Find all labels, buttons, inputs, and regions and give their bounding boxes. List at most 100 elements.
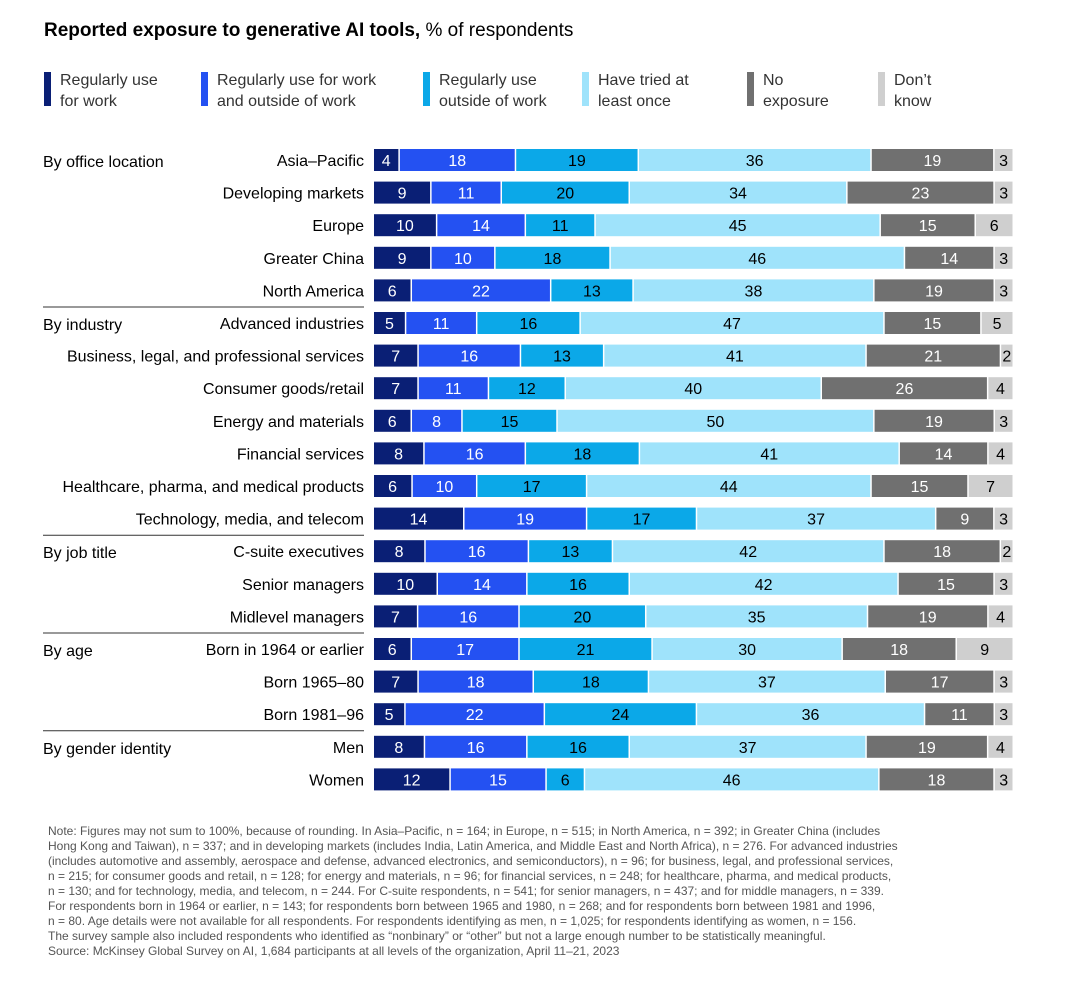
data-label: 19 bbox=[919, 609, 937, 626]
data-label: 8 bbox=[395, 544, 404, 561]
data-label: 15 bbox=[489, 772, 507, 789]
bar-segment bbox=[418, 670, 533, 693]
data-label: 7 bbox=[391, 609, 400, 626]
data-label: 6 bbox=[388, 642, 397, 659]
bar-segment bbox=[374, 312, 405, 334]
bar-segment bbox=[587, 475, 871, 497]
bar-segment bbox=[557, 409, 874, 432]
data-label: 3 bbox=[999, 707, 1008, 724]
legend-item: Regularly use for work and outside of wo… bbox=[201, 70, 387, 112]
data-label: 20 bbox=[556, 186, 574, 203]
bar-segment bbox=[639, 149, 871, 171]
data-label: 3 bbox=[999, 283, 1008, 300]
legend-swatch bbox=[878, 72, 885, 106]
bar-segment bbox=[886, 670, 994, 693]
bar-segment bbox=[374, 442, 424, 465]
stacked-bar-chart: By office location Asia–Pacific 4 18 19 36 19 3… bbox=[43, 149, 1013, 791]
bar-segment bbox=[994, 670, 1013, 693]
data-label: 2 bbox=[1002, 349, 1011, 366]
legend-swatch bbox=[747, 72, 754, 106]
bar-segment bbox=[412, 638, 519, 660]
category-label: Midlevel managers bbox=[230, 609, 364, 626]
data-label: 10 bbox=[435, 479, 453, 496]
category-label: Born 1965–80 bbox=[263, 675, 364, 692]
data-label: 19 bbox=[918, 740, 936, 757]
bar-segment bbox=[988, 605, 1013, 628]
data-label: 4 bbox=[996, 381, 1005, 398]
data-label: 19 bbox=[925, 283, 943, 300]
bar-segment bbox=[595, 214, 880, 237]
bar-segment bbox=[551, 279, 633, 302]
bar-segment bbox=[866, 344, 1000, 367]
bar-segment bbox=[988, 377, 1013, 400]
data-label: 3 bbox=[999, 772, 1008, 789]
legend-item: No exposure bbox=[747, 70, 933, 112]
data-label: 3 bbox=[999, 675, 1008, 692]
bar-segment bbox=[988, 442, 1013, 465]
data-label: 19 bbox=[516, 512, 534, 529]
bar-segment bbox=[464, 507, 586, 530]
group-label: By age bbox=[43, 643, 93, 660]
legend-swatch bbox=[201, 72, 208, 106]
data-label: 14 bbox=[940, 251, 958, 268]
data-label: 17 bbox=[523, 479, 541, 496]
data-label: 14 bbox=[935, 446, 953, 463]
bar-segment bbox=[527, 572, 629, 595]
data-label: 5 bbox=[993, 316, 1002, 333]
bar-segment bbox=[545, 703, 696, 726]
bar-segment bbox=[630, 181, 847, 204]
data-label: 10 bbox=[454, 251, 472, 268]
legend-swatch bbox=[44, 72, 51, 106]
bar-segment bbox=[1001, 540, 1013, 563]
data-label: 17 bbox=[633, 512, 651, 529]
data-label: 14 bbox=[473, 577, 491, 594]
data-label: 6 bbox=[561, 772, 570, 789]
data-label: 10 bbox=[396, 577, 414, 594]
bar-segment bbox=[399, 149, 515, 171]
bar-segment bbox=[374, 344, 418, 367]
legend-item: Don’t know bbox=[878, 70, 1064, 112]
bar-segment bbox=[994, 149, 1013, 171]
category-label: Healthcare, pharma, and medical products bbox=[63, 479, 365, 496]
bar-segment bbox=[994, 507, 1013, 530]
bar-segment bbox=[580, 312, 884, 334]
legend-label: Regularly use for work bbox=[60, 72, 158, 110]
data-label: 18 bbox=[573, 446, 591, 463]
category-label: Business, legal, and professional servic… bbox=[67, 349, 364, 366]
category-label: Born 1981–96 bbox=[263, 707, 364, 724]
data-label: 45 bbox=[729, 218, 747, 235]
data-label: 11 bbox=[552, 218, 569, 235]
bar-segment bbox=[519, 605, 645, 628]
bar-segment bbox=[994, 703, 1013, 726]
data-label: 11 bbox=[445, 381, 462, 398]
bar-segment bbox=[879, 768, 994, 791]
bar-segment bbox=[412, 475, 476, 497]
legend-item: Have tried at least once bbox=[582, 70, 768, 112]
data-label: 8 bbox=[432, 414, 441, 431]
bar-segment bbox=[652, 638, 842, 660]
bar-segment bbox=[880, 214, 975, 237]
bar-segment bbox=[981, 312, 1013, 334]
footnote-line: The survey sample also included responde… bbox=[48, 929, 826, 943]
data-label: 18 bbox=[448, 153, 466, 170]
bar-segment bbox=[374, 149, 399, 171]
bar-segment bbox=[585, 768, 879, 791]
data-label: 23 bbox=[912, 186, 930, 203]
bar-segment bbox=[697, 703, 924, 726]
footnote-line: For respondents born in 1964 or earlier,… bbox=[48, 899, 876, 913]
data-label: 11 bbox=[951, 707, 968, 724]
data-label: 22 bbox=[466, 707, 484, 724]
bar-segment bbox=[374, 572, 437, 595]
data-label: 4 bbox=[996, 609, 1005, 626]
bar-segment bbox=[587, 507, 696, 530]
bar-segment bbox=[871, 475, 968, 497]
category-label: Asia–Pacific bbox=[277, 153, 364, 170]
data-label: 7 bbox=[391, 349, 400, 366]
data-label: 18 bbox=[928, 772, 946, 789]
bar-segment bbox=[630, 572, 898, 595]
footnote-line: Hong Kong and Taiwan), n = 337; and in d… bbox=[48, 839, 898, 853]
legend-label: No exposure bbox=[763, 72, 829, 110]
chart-footnote: Note: Figures may not sum to 100%, becau… bbox=[48, 824, 998, 959]
data-label: 14 bbox=[472, 218, 490, 235]
category-label: Men bbox=[333, 740, 364, 757]
